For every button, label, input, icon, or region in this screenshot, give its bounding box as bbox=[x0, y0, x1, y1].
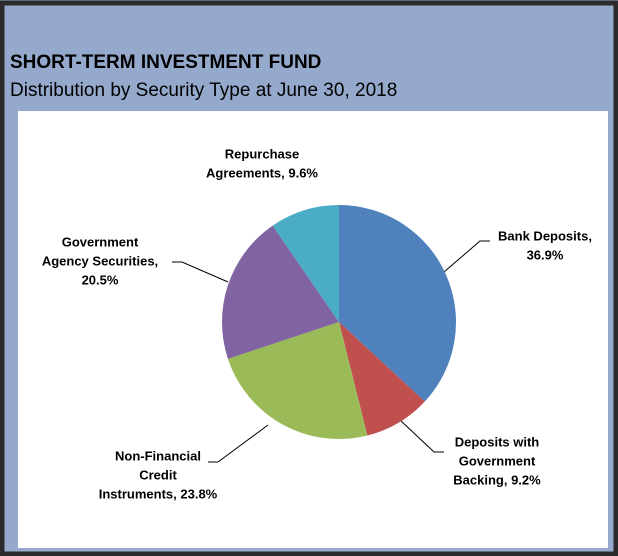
pie-slice bbox=[339, 322, 425, 436]
pie-slice bbox=[227, 322, 368, 440]
slice-label: Non-Financial bbox=[115, 448, 201, 463]
pie-slice bbox=[222, 225, 339, 359]
slice-label: Government bbox=[62, 234, 139, 249]
leader-line bbox=[399, 419, 444, 453]
chart-subtitle: Distribution by Security Type at June 30… bbox=[10, 80, 397, 101]
slice-label: Government bbox=[459, 453, 536, 468]
slice-label: Credit bbox=[139, 467, 177, 482]
chart-title: SHORT-TERM INVESTMENT FUND bbox=[10, 52, 321, 73]
pie-slice bbox=[339, 205, 456, 402]
slice-label: 20.5% bbox=[82, 272, 119, 287]
slice-label: Agency Securities, bbox=[42, 253, 158, 268]
slice-label: Backing, 9.2% bbox=[453, 472, 541, 487]
slice-label: Bank Deposits, bbox=[498, 228, 592, 243]
slice-label: Deposits with bbox=[455, 434, 540, 449]
pie-slice bbox=[272, 205, 339, 322]
leader-line bbox=[208, 424, 269, 463]
leader-line bbox=[172, 261, 229, 283]
slice-label: Instruments, 23.8% bbox=[99, 486, 218, 501]
leader-lines bbox=[172, 240, 490, 463]
slice-label: Repurchase bbox=[225, 146, 299, 161]
slice-label: Agreements, 9.6% bbox=[206, 165, 318, 180]
slice-label: 36.9% bbox=[527, 247, 564, 262]
leader-line bbox=[443, 240, 490, 273]
